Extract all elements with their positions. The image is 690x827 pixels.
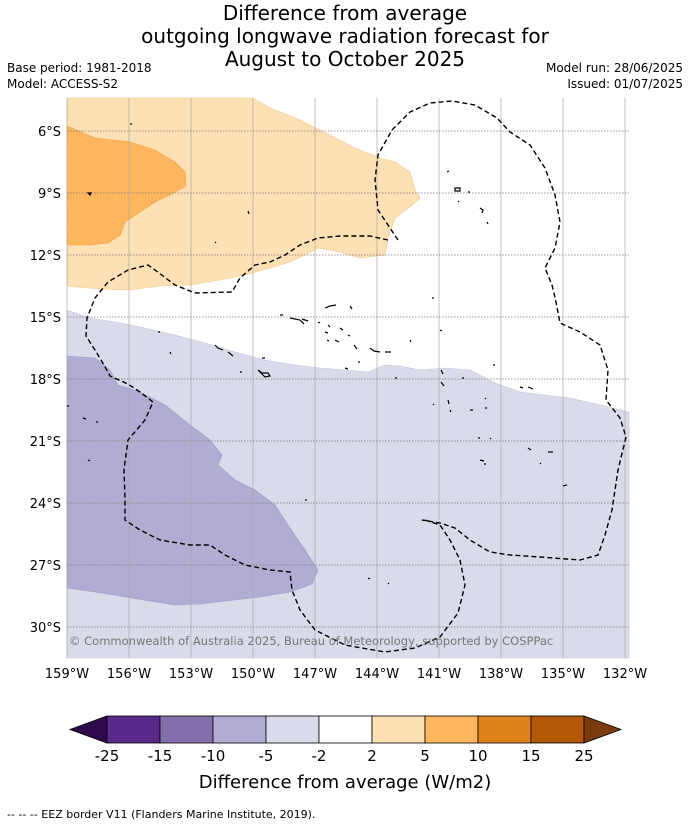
latitude-labels: 6°S 9°S 12°S 15°S 18°S 21°S 24°S 27°S 30… bbox=[30, 125, 61, 636]
lat-label: 9°S bbox=[38, 187, 61, 202]
chart-title: Difference from average outgoing longwav… bbox=[0, 2, 690, 71]
colorbar-segment bbox=[159, 715, 214, 744]
colorbar-segment bbox=[265, 715, 320, 744]
lat-label: 15°S bbox=[30, 311, 61, 326]
colorbar-tick: 25 bbox=[574, 747, 593, 765]
colorbar-tick: -15 bbox=[148, 747, 173, 765]
lon-label: 141°W bbox=[417, 667, 461, 682]
model-name: Model: ACCESS-S2 bbox=[7, 77, 119, 91]
colorbar-segment bbox=[424, 715, 479, 744]
colorbar-tick: 2 bbox=[367, 747, 377, 765]
colorbar-segment bbox=[371, 715, 426, 744]
lon-label: 132°W bbox=[603, 667, 647, 682]
latitude-gridlines bbox=[67, 130, 629, 628]
lon-label: 147°W bbox=[293, 667, 337, 682]
colorbar-tick: -25 bbox=[95, 747, 120, 765]
lat-label: 18°S bbox=[30, 373, 61, 388]
colorbar-tick: -10 bbox=[201, 747, 226, 765]
issued-date: Issued: 01/07/2025 bbox=[567, 77, 683, 91]
colorbar-tick: 5 bbox=[420, 747, 430, 765]
lon-label: 150°W bbox=[231, 667, 275, 682]
lon-label: 156°W bbox=[107, 667, 151, 682]
title-line-2: outgoing longwave radiation forecast for bbox=[141, 24, 549, 48]
lat-label: 21°S bbox=[30, 435, 61, 450]
meta-right: Model run: 28/06/2025 Issued: 01/07/2025 bbox=[546, 60, 683, 92]
base-period: Base period: 1981-2018 bbox=[7, 61, 152, 75]
copyright-text: © Commonwealth of Australia 2025, Bureau… bbox=[69, 634, 553, 648]
colorbar-segment bbox=[477, 715, 532, 744]
anomaly-region-negative-5-10 bbox=[66, 355, 319, 606]
model-run: Model run: 28/06/2025 bbox=[545, 61, 683, 75]
colorbar: -25 -15 -10 -5 -2 2 5 10 15 25 Differenc… bbox=[68, 715, 623, 793]
lon-label: 138°W bbox=[479, 667, 523, 682]
lat-label: 30°S bbox=[30, 621, 61, 636]
lon-label: 144°W bbox=[355, 667, 399, 682]
title-line-3: August to October 2025 bbox=[224, 47, 466, 71]
lon-label: 153°W bbox=[169, 667, 213, 682]
colorbar-label: Difference from average (W/m2) bbox=[199, 772, 491, 793]
anomaly-region-positive-5-10 bbox=[66, 125, 187, 246]
colorbar-segment bbox=[318, 715, 373, 744]
colorbar-extend-high bbox=[583, 715, 623, 744]
colorbar-tick: 10 bbox=[468, 747, 487, 765]
eez-borders bbox=[85, 100, 627, 653]
colorbar-extend-low bbox=[68, 715, 108, 744]
colorbar-tick: -5 bbox=[259, 747, 274, 765]
eez-legend: -- -- -- EEZ border V11 (Flanders Marine… bbox=[7, 808, 316, 821]
longitude-labels: 159°W 156°W 153°W 150°W 147°W 144°W 141°… bbox=[45, 667, 647, 682]
lat-label: 27°S bbox=[30, 559, 61, 574]
lat-label: 6°S bbox=[38, 125, 61, 140]
lat-label: 12°S bbox=[30, 249, 61, 264]
colorbar-segments bbox=[68, 715, 623, 744]
title-line-1: Difference from average bbox=[222, 1, 468, 25]
lon-label: 159°W bbox=[45, 667, 89, 682]
colorbar-tick-labels: -25 -15 -10 -5 -2 2 5 10 15 25 bbox=[95, 747, 594, 765]
islands bbox=[67, 123, 568, 585]
colorbar-segment bbox=[530, 715, 585, 744]
lat-label: 24°S bbox=[30, 497, 61, 512]
colorbar-tick: -2 bbox=[312, 747, 327, 765]
colorbar-segment bbox=[212, 715, 267, 744]
colorbar-tick: 15 bbox=[521, 747, 540, 765]
meta-left: Base period: 1981-2018 Model: ACCESS-S2 bbox=[7, 60, 152, 92]
lon-label: 135°W bbox=[541, 667, 585, 682]
colorbar-segment bbox=[106, 715, 161, 744]
